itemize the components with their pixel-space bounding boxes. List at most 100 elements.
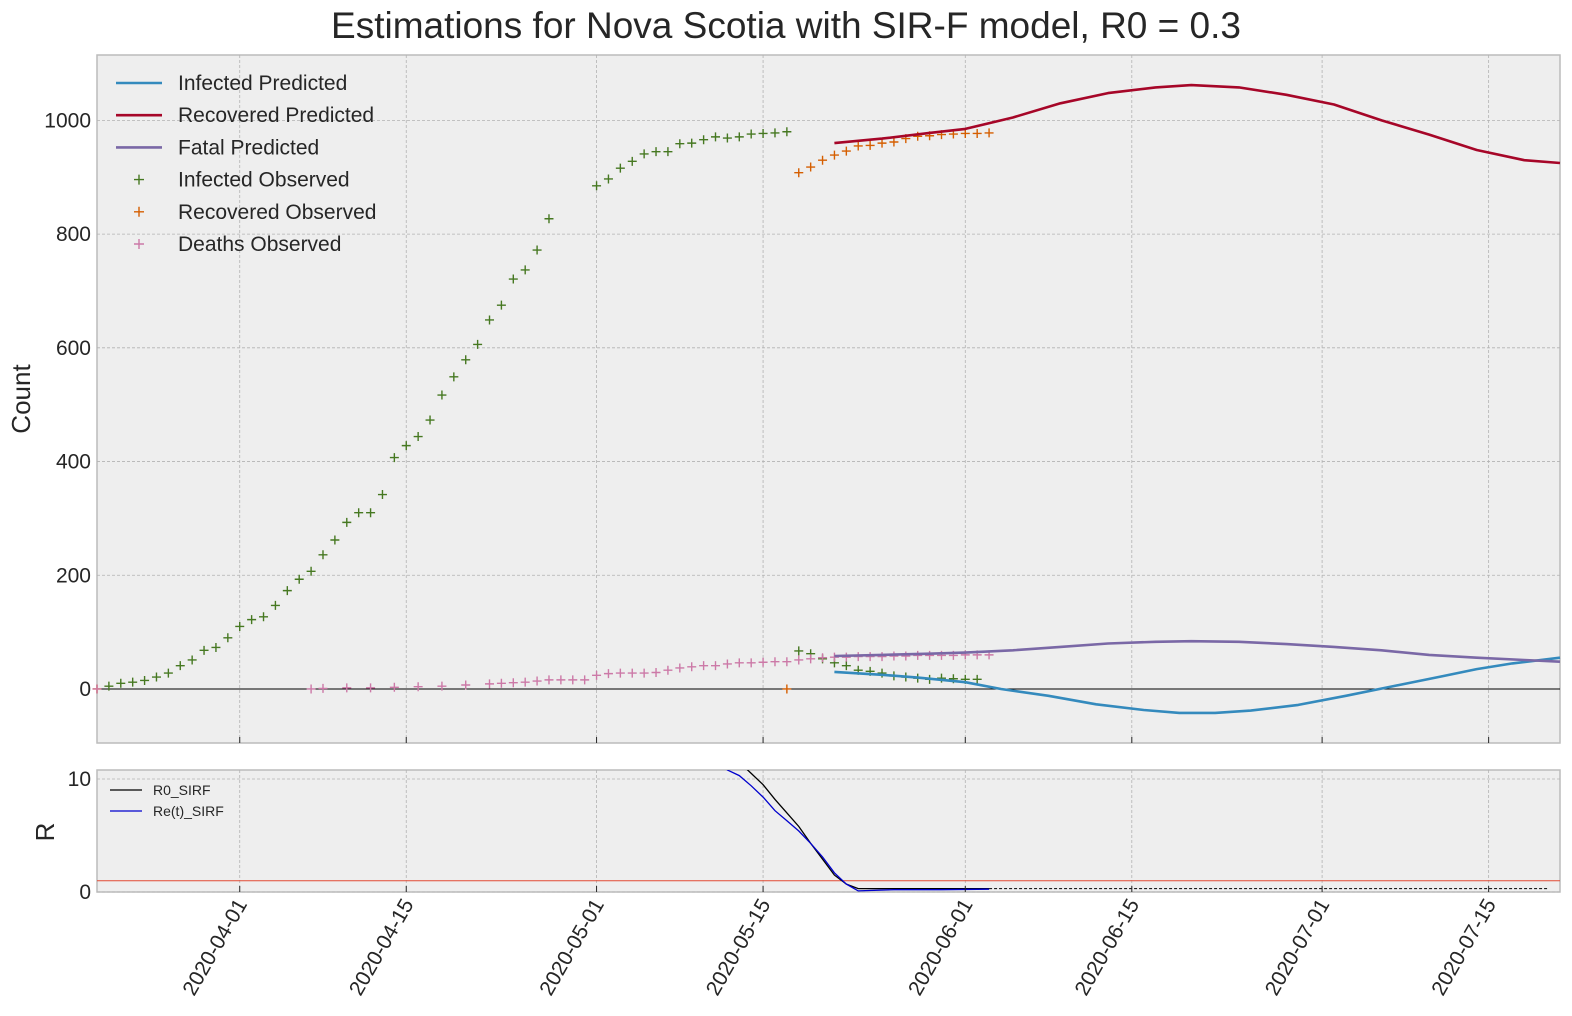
legend-swatch-deaths-observed [134, 239, 144, 249]
data-point [437, 390, 447, 400]
data-point [818, 653, 828, 663]
data-point [889, 137, 899, 147]
data-point [806, 654, 816, 664]
data-point [461, 680, 471, 690]
data-point [92, 684, 102, 694]
y-tick-label: 400 [56, 451, 91, 474]
data-point [627, 156, 637, 166]
legend-label-infected-observed: Infected Observed [178, 169, 350, 192]
data-point [389, 453, 399, 463]
data-point [639, 149, 649, 159]
data-point [782, 684, 792, 694]
legend-label-recovered-predicted: Recovered Predicted [178, 104, 374, 127]
data-point [211, 642, 221, 652]
data-point [663, 665, 673, 675]
data-point [651, 147, 661, 157]
data-point [318, 683, 328, 693]
data-point [853, 141, 863, 151]
data-point [520, 265, 530, 275]
data-point [722, 659, 732, 669]
legend-label-re-t-sirf: Re(t)_SIRF [153, 803, 224, 819]
y-axis-label-count: Count [6, 364, 36, 434]
data-point [806, 162, 816, 172]
y-tick-label: 600 [56, 337, 91, 360]
data-point [151, 672, 161, 682]
data-point [699, 661, 709, 671]
data-point [520, 677, 530, 687]
data-point [330, 535, 340, 545]
x-tick-label: 2020-07-15 [1427, 895, 1501, 1000]
data-point [841, 661, 851, 671]
main-plot-background [96, 54, 1561, 744]
data-point [556, 675, 566, 685]
series-line-recovered-predicted [834, 83, 1561, 165]
x-tick-label: 2020-05-15 [702, 895, 776, 1000]
data-point [782, 127, 792, 137]
y-tick-label: 800 [56, 223, 91, 246]
data-point [437, 681, 447, 691]
series-line-infected-predicted [834, 656, 1561, 715]
r-y-ticks: 0 10 [68, 768, 91, 904]
data-point [675, 663, 685, 673]
main-legend: Infected Predicted Recovered Predicted Fat… [116, 72, 376, 256]
main-x-tick-marks [239, 737, 1490, 743]
data-point [389, 682, 399, 692]
data-point [425, 415, 435, 425]
data-point [877, 138, 887, 148]
data-point [116, 678, 126, 688]
data-point [663, 147, 673, 157]
data-point [734, 132, 744, 142]
data-point [770, 657, 780, 667]
data-point [711, 661, 721, 671]
data-point [615, 163, 625, 173]
data-point [865, 140, 875, 150]
data-point [294, 574, 304, 584]
series-recovered-observed [92, 128, 994, 694]
data-point [687, 138, 697, 148]
data-point [449, 372, 459, 382]
data-point [342, 683, 352, 693]
data-point [794, 168, 804, 178]
main-y-ticks: 0 200 400 600 800 1000 [44, 109, 91, 701]
data-point [366, 508, 376, 518]
data-point [603, 174, 613, 184]
data-point [603, 669, 613, 679]
x-tick-label: 2020-05-01 [535, 895, 609, 1000]
data-point [496, 300, 506, 310]
data-point [687, 662, 697, 672]
r-legend: R0_SIRF Re(t)_SIRF [110, 782, 224, 819]
r-plot-background [96, 769, 1561, 893]
series-line-re-t-sirf [726, 770, 990, 892]
series-deaths-observed [92, 650, 994, 694]
data-point [615, 668, 625, 678]
data-point [413, 682, 423, 692]
data-point [972, 674, 982, 684]
data-point [128, 677, 138, 687]
data-point [508, 274, 518, 284]
y-tick-label: 0 [79, 678, 91, 701]
main-plot-panel: 0 200 400 600 800 1000 Count Infected Predict… [6, 54, 1561, 744]
legend-label-fatal-predicted: Fatal Predicted [178, 136, 319, 159]
data-point [199, 645, 209, 655]
data-point [782, 657, 792, 667]
series-line-r0-sirf [746, 770, 990, 890]
data-point [532, 245, 542, 255]
data-point [175, 661, 185, 671]
data-point [758, 657, 768, 667]
data-point [187, 655, 197, 665]
data-point [580, 675, 590, 685]
x-tick-label: 2020-06-01 [904, 895, 978, 1000]
data-point [270, 600, 280, 610]
data-point [592, 181, 602, 191]
data-point [984, 128, 994, 138]
data-point [841, 652, 851, 662]
data-point [818, 155, 828, 165]
data-point [259, 612, 269, 622]
data-point [163, 668, 173, 678]
data-point [746, 658, 756, 668]
data-point [366, 683, 376, 693]
data-point [496, 678, 506, 688]
legend-swatch-recovered-observed [134, 206, 144, 217]
data-point [734, 658, 744, 668]
